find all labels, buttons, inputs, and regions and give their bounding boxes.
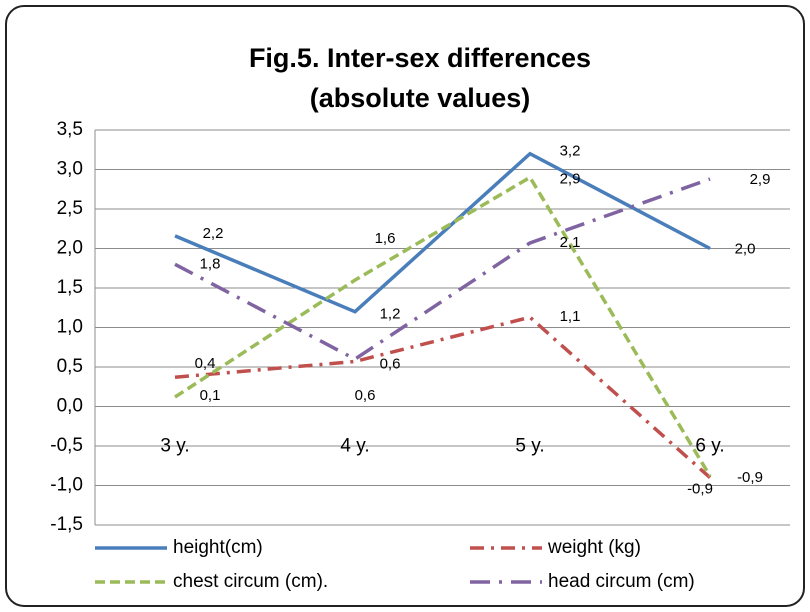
chart-border [5,5,805,607]
x-tick-label: 3 y. [160,436,189,457]
x-tick-label: 5 y. [515,436,544,457]
data-label: -0,9 [687,481,713,498]
series-line [174,151,711,314]
y-tick-label: -1,0 [50,475,83,496]
data-label: 2,0 [735,240,756,257]
chart-title: Fig.5. Inter-sex differences [249,43,591,73]
data-label: 0,6 [355,387,376,404]
data-label: 1,1 [560,308,581,325]
x-tick-label: 6 y. [695,436,724,457]
chart-title: (absolute values) [310,83,531,113]
data-label: 2,9 [560,170,581,187]
y-tick-label: 1,0 [57,317,83,338]
data-label: 0,1 [200,387,221,404]
series-line [174,175,712,477]
data-label: 2,1 [560,234,581,251]
data-label: -0,9 [737,469,763,486]
data-label: 1,2 [380,306,401,323]
y-tick-label: -1,5 [50,514,83,535]
y-tick-label: -0,5 [50,435,83,456]
legend-label: height(cm) [173,537,263,558]
series-line [174,177,711,362]
data-label: 1,6 [375,230,396,247]
x-tick-label: 4 y. [340,436,369,457]
y-tick-label: 3,0 [57,159,83,180]
data-label: 2,2 [203,225,224,242]
data-label: 2,9 [750,171,771,188]
legend-label: weight (kg) [547,537,641,558]
y-tick-label: 3,5 [57,119,83,140]
legend-label: head circum (cm) [548,571,695,592]
y-tick-label: 2,0 [57,238,83,259]
data-label: 0,6 [380,355,401,372]
data-label: 3,2 [560,143,581,160]
y-tick-label: 0,0 [57,396,83,417]
y-tick-label: 1,5 [57,277,83,298]
y-tick-label: 0,5 [57,356,83,377]
y-tick-label: 2,5 [57,198,83,219]
legend-label: chest circum (cm). [173,571,328,592]
data-label: 1,8 [200,255,221,272]
data-label: 0,4 [195,355,216,372]
series-line [174,315,712,479]
